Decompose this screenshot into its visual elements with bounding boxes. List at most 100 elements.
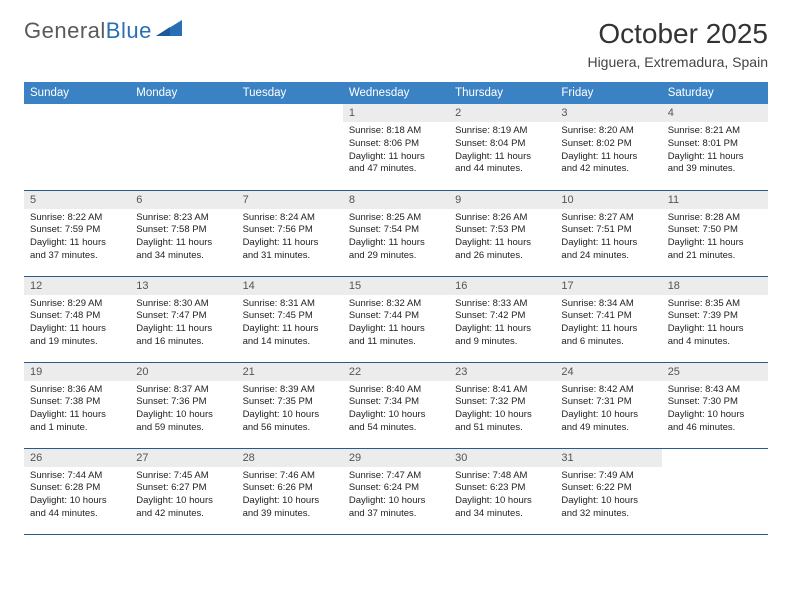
weekday-header: Sunday xyxy=(24,82,130,104)
sunset-line: Sunset: 7:44 PM xyxy=(349,310,443,323)
day-body: Sunrise: 8:40 AMSunset: 7:34 PMDaylight:… xyxy=(343,381,449,439)
sunrise-line: Sunrise: 8:30 AM xyxy=(136,298,230,311)
calendar-day-cell: 28Sunrise: 7:46 AMSunset: 6:26 PMDayligh… xyxy=(237,448,343,534)
day-number: 10 xyxy=(555,191,661,209)
day-number: 31 xyxy=(555,449,661,467)
calendar-day-cell: 30Sunrise: 7:48 AMSunset: 6:23 PMDayligh… xyxy=(449,448,555,534)
day-number: 23 xyxy=(449,363,555,381)
day-number: 25 xyxy=(662,363,768,381)
day-body: Sunrise: 8:20 AMSunset: 8:02 PMDaylight:… xyxy=(555,122,661,180)
sunset-line: Sunset: 7:32 PM xyxy=(455,396,549,409)
sunrise-line: Sunrise: 8:39 AM xyxy=(243,384,337,397)
sunset-line: Sunset: 8:01 PM xyxy=(668,138,762,151)
daylight-line: Daylight: 10 hours and 54 minutes. xyxy=(349,409,443,435)
sunrise-line: Sunrise: 8:40 AM xyxy=(349,384,443,397)
daylight-line: Daylight: 11 hours and 9 minutes. xyxy=(455,323,549,349)
sunrise-line: Sunrise: 8:18 AM xyxy=(349,125,443,138)
day-body: Sunrise: 8:43 AMSunset: 7:30 PMDaylight:… xyxy=(662,381,768,439)
sunrise-line: Sunrise: 8:23 AM xyxy=(136,212,230,225)
daylight-line: Daylight: 10 hours and 44 minutes. xyxy=(30,495,124,521)
calendar-day-cell: 9Sunrise: 8:26 AMSunset: 7:53 PMDaylight… xyxy=(449,190,555,276)
sunrise-line: Sunrise: 7:44 AM xyxy=(30,470,124,483)
sunset-line: Sunset: 8:06 PM xyxy=(349,138,443,151)
calendar-day-cell: 29Sunrise: 7:47 AMSunset: 6:24 PMDayligh… xyxy=(343,448,449,534)
calendar-week-row: 1Sunrise: 8:18 AMSunset: 8:06 PMDaylight… xyxy=(24,104,768,190)
sunset-line: Sunset: 6:26 PM xyxy=(243,482,337,495)
day-number: 26 xyxy=(24,449,130,467)
calendar-day-cell: 12Sunrise: 8:29 AMSunset: 7:48 PMDayligh… xyxy=(24,276,130,362)
day-number: 7 xyxy=(237,191,343,209)
day-body: Sunrise: 8:19 AMSunset: 8:04 PMDaylight:… xyxy=(449,122,555,180)
day-number: 27 xyxy=(130,449,236,467)
sunset-line: Sunset: 6:27 PM xyxy=(136,482,230,495)
weekday-header: Saturday xyxy=(662,82,768,104)
sunrise-line: Sunrise: 8:26 AM xyxy=(455,212,549,225)
page-header: GeneralBlue October 2025 Higuera, Extrem… xyxy=(24,18,768,70)
daylight-line: Daylight: 10 hours and 42 minutes. xyxy=(136,495,230,521)
day-body: Sunrise: 7:48 AMSunset: 6:23 PMDaylight:… xyxy=(449,467,555,525)
day-body: Sunrise: 8:24 AMSunset: 7:56 PMDaylight:… xyxy=(237,209,343,267)
day-body: Sunrise: 8:26 AMSunset: 7:53 PMDaylight:… xyxy=(449,209,555,267)
calendar-day-cell: 26 Sunrise: 7:44 AMSunset: 6:28 PMDayligh… xyxy=(24,448,130,534)
sunset-line: Sunset: 7:39 PM xyxy=(668,310,762,323)
calendar-day-cell: 23Sunrise: 8:41 AMSunset: 7:32 PMDayligh… xyxy=(449,362,555,448)
day-body: Sunrise: 8:27 AMSunset: 7:51 PMDaylight:… xyxy=(555,209,661,267)
sunrise-line: Sunrise: 7:46 AM xyxy=(243,470,337,483)
sunrise-line: Sunrise: 7:48 AM xyxy=(455,470,549,483)
calendar-day-cell: 3Sunrise: 8:20 AMSunset: 8:02 PMDaylight… xyxy=(555,104,661,190)
day-body: Sunrise: 8:37 AMSunset: 7:36 PMDaylight:… xyxy=(130,381,236,439)
daylight-line: Daylight: 11 hours and 14 minutes. xyxy=(243,323,337,349)
day-number: 19 xyxy=(24,363,130,381)
daylight-line: Daylight: 10 hours and 51 minutes. xyxy=(455,409,549,435)
day-body: Sunrise: 8:39 AMSunset: 7:35 PMDaylight:… xyxy=(237,381,343,439)
sunset-line: Sunset: 8:02 PM xyxy=(561,138,655,151)
daylight-line: Daylight: 10 hours and 39 minutes. xyxy=(243,495,337,521)
sunrise-line: Sunrise: 8:41 AM xyxy=(455,384,549,397)
calendar-day-cell: 19Sunrise: 8:36 AMSunset: 7:38 PMDayligh… xyxy=(24,362,130,448)
sunset-line: Sunset: 7:53 PM xyxy=(455,224,549,237)
sunset-line: Sunset: 7:34 PM xyxy=(349,396,443,409)
sunset-line: Sunset: 6:28 PM xyxy=(30,482,124,495)
day-number: 1 xyxy=(343,104,449,122)
day-body: Sunrise: 8:41 AMSunset: 7:32 PMDaylight:… xyxy=(449,381,555,439)
sunset-line: Sunset: 7:42 PM xyxy=(455,310,549,323)
day-number: 3 xyxy=(555,104,661,122)
calendar-day-cell: 20Sunrise: 8:37 AMSunset: 7:36 PMDayligh… xyxy=(130,362,236,448)
sunset-line: Sunset: 7:51 PM xyxy=(561,224,655,237)
day-number: 22 xyxy=(343,363,449,381)
calendar-day-cell: 22Sunrise: 8:40 AMSunset: 7:34 PMDayligh… xyxy=(343,362,449,448)
daylight-line: Daylight: 10 hours and 49 minutes. xyxy=(561,409,655,435)
day-body: Sunrise: 8:30 AMSunset: 7:47 PMDaylight:… xyxy=(130,295,236,353)
day-number: 13 xyxy=(130,277,236,295)
sunset-line: Sunset: 7:36 PM xyxy=(136,396,230,409)
month-title: October 2025 xyxy=(587,18,768,50)
daylight-line: Daylight: 11 hours and 1 minute. xyxy=(30,409,124,435)
day-body: Sunrise: 7:47 AMSunset: 6:24 PMDaylight:… xyxy=(343,467,449,525)
day-number: 15 xyxy=(343,277,449,295)
daylight-line: Daylight: 11 hours and 42 minutes. xyxy=(561,151,655,177)
day-number: 30 xyxy=(449,449,555,467)
calendar-day-cell: 2Sunrise: 8:19 AMSunset: 8:04 PMDaylight… xyxy=(449,104,555,190)
calendar-day-cell: 7Sunrise: 8:24 AMSunset: 7:56 PMDaylight… xyxy=(237,190,343,276)
daylight-line: Daylight: 11 hours and 31 minutes. xyxy=(243,237,337,263)
daylight-line: Daylight: 11 hours and 6 minutes. xyxy=(561,323,655,349)
sunrise-line: Sunrise: 8:32 AM xyxy=(349,298,443,311)
sunrise-line: Sunrise: 8:35 AM xyxy=(668,298,762,311)
sunrise-line: Sunrise: 7:45 AM xyxy=(136,470,230,483)
daylight-line: Daylight: 10 hours and 59 minutes. xyxy=(136,409,230,435)
calendar-empty-cell xyxy=(662,448,768,534)
calendar-day-cell: 15 Sunrise: 8:32 AMSunset: 7:44 PMDayligh… xyxy=(343,276,449,362)
brand-text: GeneralBlue xyxy=(24,18,152,44)
sunrise-line: Sunrise: 8:19 AM xyxy=(455,125,549,138)
daylight-line: Daylight: 11 hours and 11 minutes. xyxy=(349,323,443,349)
daylight-line: Daylight: 11 hours and 44 minutes. xyxy=(455,151,549,177)
day-number: 8 xyxy=(343,191,449,209)
calendar-day-cell: 11Sunrise: 8:28 AMSunset: 7:50 PMDayligh… xyxy=(662,190,768,276)
daylight-line: Daylight: 11 hours and 47 minutes. xyxy=(349,151,443,177)
calendar-empty-cell xyxy=(237,104,343,190)
day-number: 17 xyxy=(555,277,661,295)
sunrise-line: Sunrise: 8:43 AM xyxy=(668,384,762,397)
day-body: Sunrise: 8:21 AMSunset: 8:01 PMDaylight:… xyxy=(662,122,768,180)
day-number: 2 xyxy=(449,104,555,122)
calendar-week-row: 26Sunrise: 7:44 AMSunset: 6:28 PMDayligh… xyxy=(24,448,768,534)
